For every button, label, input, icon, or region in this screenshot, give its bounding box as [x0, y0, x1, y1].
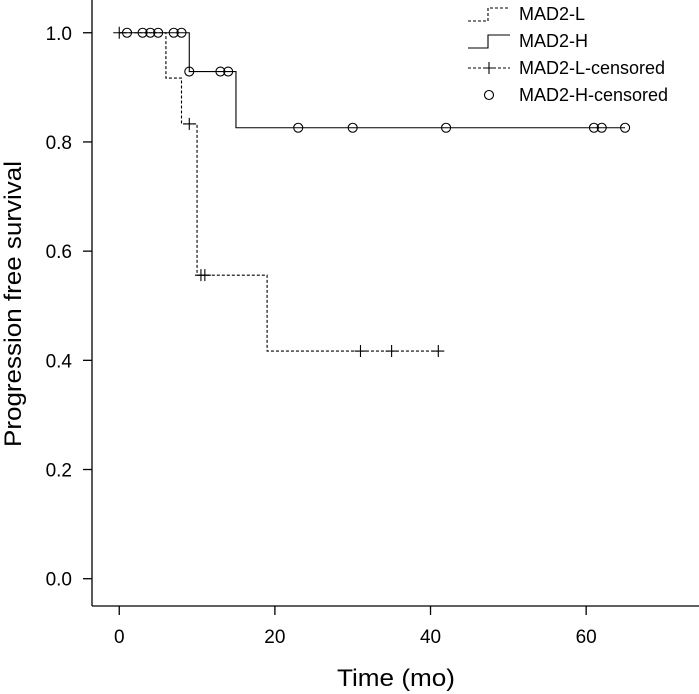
series-line-mad2-l — [119, 32, 439, 352]
censor-circle-marker — [153, 27, 164, 38]
censor-plus-marker — [113, 26, 126, 39]
ticks: 0 20 40 60 0.0 0.2 0.4 0.6 0.8 1.0 — [46, 24, 597, 648]
x-tick-label: 0 — [114, 627, 125, 648]
y-tick-label: 0.8 — [46, 133, 72, 154]
y-tick-label: 1.0 — [46, 24, 72, 45]
legend-label: MAD2-H-censored — [519, 85, 668, 105]
markers-layer — [113, 26, 631, 358]
censor-circle-marker — [176, 27, 187, 38]
y-axis-title: Progression free survival — [0, 161, 27, 447]
x-tick-label: 20 — [264, 627, 285, 648]
censor-plus-marker — [385, 345, 398, 358]
x-tick-label: 60 — [576, 627, 597, 648]
censor-plus-marker — [354, 345, 367, 358]
y-tick-label: 0.2 — [46, 461, 72, 482]
legend-item-mad2-l-censored: MAD2-L-censored — [468, 58, 665, 78]
censor-circle-marker — [588, 122, 599, 133]
censor-circle-marker — [293, 122, 304, 133]
legend-label: MAD2-L-censored — [519, 58, 665, 78]
legend-plus-symbol — [483, 62, 495, 74]
censor-circle-marker — [168, 27, 179, 38]
censor-circle-marker — [145, 27, 156, 38]
series-layer — [119, 32, 626, 352]
legend: MAD2-L MAD2-H MAD2-L-censored MAD2-H-censor… — [468, 4, 668, 105]
axes — [91, 0, 699, 607]
y-tick-label: 0.0 — [46, 570, 72, 591]
legend-circle-symbol — [483, 89, 495, 101]
legend-item-mad2-h: MAD2-H — [468, 31, 588, 51]
censor-circle-marker — [620, 122, 631, 133]
censor-circle-marker — [223, 66, 234, 77]
censor-circle-marker — [441, 122, 452, 133]
censor-plus-marker — [183, 117, 196, 130]
censor-plus-marker — [198, 269, 211, 282]
censor-circle-marker — [215, 66, 226, 77]
legend-item-mad2-l: MAD2-L — [468, 4, 585, 24]
x-tick-label: 40 — [420, 627, 441, 648]
censor-circle-marker — [184, 66, 195, 77]
series-line-mad2-h — [119, 32, 626, 129]
censor-circle-marker — [137, 27, 148, 38]
legend-label: MAD2-L — [519, 4, 585, 24]
censor-plus-marker — [432, 345, 445, 358]
censor-circle-marker — [596, 122, 607, 133]
censor-circle-marker — [121, 27, 133, 38]
y-tick-label: 0.6 — [46, 242, 72, 263]
legend-dashed-step-symbol — [468, 7, 510, 22]
censor-circle-marker — [347, 122, 358, 133]
legend-solid-step-symbol — [468, 34, 510, 49]
y-tick-label: 0.4 — [46, 351, 73, 372]
legend-label: MAD2-H — [519, 31, 588, 51]
x-axis-title: Time (mo) — [337, 665, 455, 692]
legend-item-mad2-h-censored: MAD2-H-censored — [483, 85, 668, 105]
